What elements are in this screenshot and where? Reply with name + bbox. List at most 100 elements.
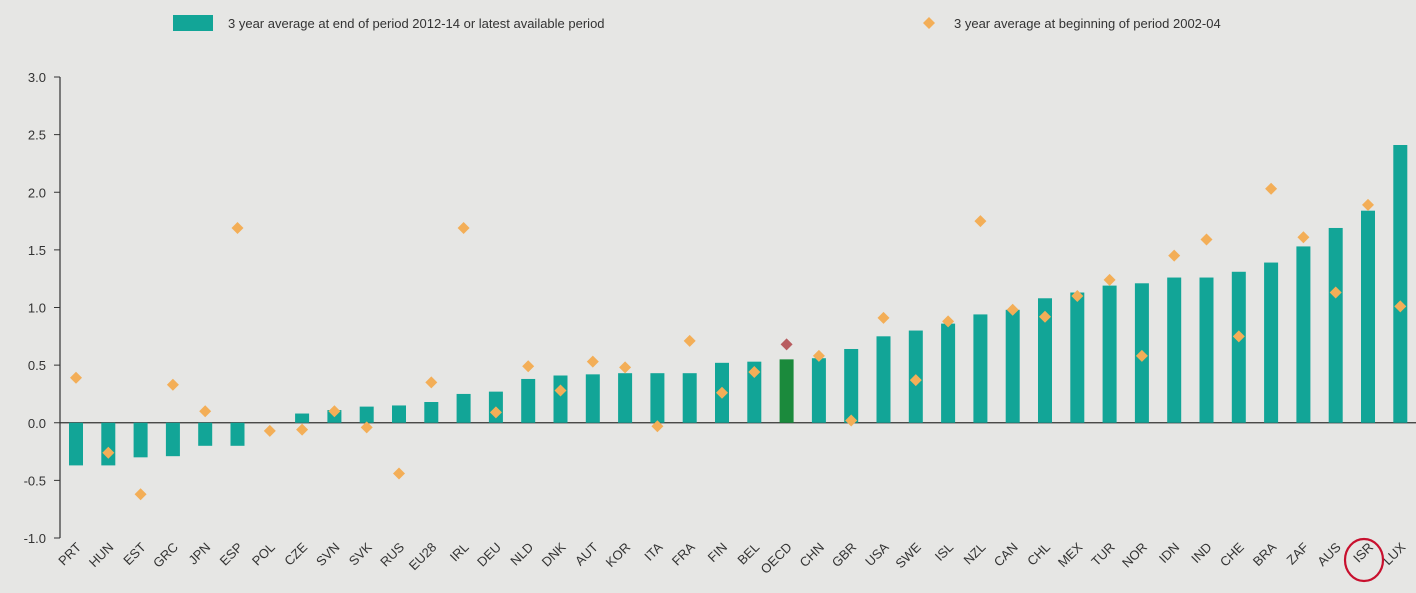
marker-idn (1168, 249, 1181, 262)
legend: 3 year average at end of period 2012-14 … (173, 15, 1221, 31)
marker-gbr (845, 414, 858, 427)
x-tick-label: SVK (346, 539, 375, 568)
bar-tur (1102, 285, 1117, 423)
bar-cze (295, 413, 310, 423)
annotations (1343, 537, 1385, 583)
bar-aut (585, 374, 600, 423)
marker-lux (1394, 300, 1407, 313)
bar-jpn (198, 422, 213, 446)
x-tick-label: LUX (1380, 539, 1409, 568)
x-tick-label: CHE (1217, 539, 1247, 569)
marker-svk (360, 421, 373, 434)
legend-bar-label: 3 year average at end of period 2012-14 … (228, 16, 605, 31)
bar-hun (101, 422, 116, 466)
marker-nor (1135, 349, 1148, 362)
bar-eu28 (424, 402, 439, 423)
marker-che (1232, 330, 1245, 343)
marker-prt (70, 371, 82, 384)
x-tick-label: OECD (758, 540, 795, 577)
marker-grc (166, 378, 179, 391)
bar-irl (456, 393, 471, 423)
marker-can (1006, 303, 1019, 316)
marker-usa (877, 311, 890, 324)
bar-nzl (973, 314, 988, 423)
bar-est (133, 422, 148, 458)
x-tick-label: MEX (1055, 539, 1086, 570)
x-tick-label: DNK (539, 539, 569, 569)
bar-fra (682, 373, 697, 423)
x-tick-label: HUN (86, 540, 117, 571)
bar-rus (392, 405, 406, 423)
x-tick-label: USA (862, 539, 892, 569)
x-tick-label: FRA (669, 539, 698, 568)
bar-kor (618, 373, 633, 423)
x-tick-label: RUS (377, 539, 407, 569)
y-tick-label: 2.5 (28, 128, 46, 143)
marker-swe (909, 374, 922, 387)
marker-zaf (1297, 231, 1310, 244)
marker-aut (586, 355, 599, 368)
x-tick-label: NOR (1119, 540, 1150, 571)
marker-dnk (554, 384, 567, 397)
x-tick-label: GRC (150, 540, 181, 571)
x-tick-label: GBR (829, 540, 860, 571)
x-tick-label: ITA (641, 539, 665, 563)
y-tick-label: 1.5 (28, 243, 46, 258)
x-tick-label: NLD (507, 540, 536, 569)
marker-bel (748, 366, 761, 379)
y-tick-label: 1.0 (28, 301, 46, 316)
bar-idn (1167, 277, 1182, 423)
x-tick-label: AUT (572, 539, 601, 568)
marker-fra (683, 334, 696, 347)
x-tick-label: CHL (1024, 540, 1053, 569)
y-tick-label: -1.0 (24, 531, 46, 546)
x-tick-label: KOR (603, 540, 634, 571)
bar-svk (359, 406, 374, 423)
marker-chn (812, 349, 825, 362)
x-tick-label: ISL (932, 540, 956, 564)
bar-ind (1199, 277, 1214, 423)
bar-mex (1070, 292, 1085, 423)
bar-oecd (779, 359, 794, 423)
legend-diamond-swatch (923, 17, 935, 29)
axes: 3.0 2.5 2.0 1.5 1.0 0.5 0.0 -0.5 -1.0 (24, 70, 1416, 546)
marker-cze (296, 423, 309, 436)
x-tick-label: SVN (313, 540, 343, 570)
bar-lux (1393, 144, 1408, 423)
bar-bel (747, 361, 762, 423)
bar-chn (811, 358, 826, 423)
y-tick-label: 0.0 (28, 416, 46, 431)
marker-deu (489, 406, 502, 419)
marker-svn (328, 405, 341, 418)
x-tick-label: ZAF (1284, 539, 1312, 567)
bar-bra (1264, 262, 1279, 423)
bar-usa (876, 336, 891, 423)
x-tick-label: NZL (961, 540, 989, 568)
x-tick-label: IDN (1156, 540, 1182, 566)
marker-est (134, 488, 147, 501)
marker-nld (522, 360, 535, 373)
marker-kor (619, 361, 632, 374)
bar-isr (1361, 210, 1375, 423)
bar-dnk (553, 375, 568, 423)
x-tick-label: JPN (185, 540, 213, 568)
marker-oecd (780, 338, 793, 351)
isr-highlight-circle (1343, 537, 1385, 583)
x-tick-label: IRL (447, 540, 472, 565)
marker-eu28 (425, 376, 438, 389)
marker-irl (457, 221, 470, 234)
x-tick-label: CHN (796, 540, 827, 571)
bar-gbr (844, 348, 859, 423)
marker-bra (1265, 182, 1278, 195)
marker-isr (1362, 198, 1374, 211)
marker-mex (1071, 289, 1084, 302)
x-tick-label: ISR (1350, 540, 1376, 566)
x-tick-label: ESP (217, 540, 246, 569)
y-tick-label: 3.0 (28, 70, 46, 85)
x-tick-label: AUS (1314, 539, 1344, 569)
marker-jpn (199, 405, 212, 418)
x-tick-label: IND (1188, 540, 1214, 566)
